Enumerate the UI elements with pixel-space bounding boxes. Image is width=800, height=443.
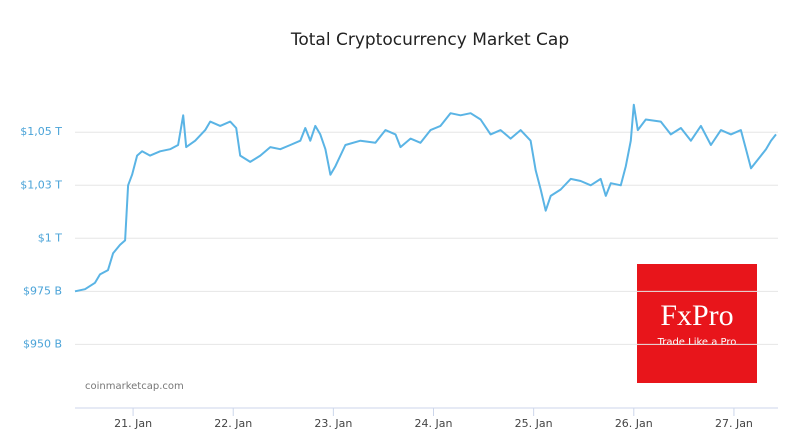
y-tick-label: $975 B (23, 284, 62, 297)
y-tick-label: $1,03 T (20, 178, 62, 191)
chart-title: Total Cryptocurrency Market Cap (290, 30, 569, 50)
y-tick-label: $950 B (23, 337, 62, 350)
logo-box (637, 264, 757, 383)
x-tick-label: 26. Jan (615, 417, 653, 430)
x-tick-label: 21. Jan (114, 417, 152, 430)
series-line (74, 103, 777, 293)
source-label: coinmarketcap.com (85, 381, 184, 392)
y-tick-label: $1 T (38, 231, 62, 244)
y-tick-label: $1,05 T (20, 125, 62, 138)
x-tick-label: 27. Jan (715, 417, 753, 430)
x-tick-label: 24. Jan (415, 417, 453, 430)
x-tick-label: 25. Jan (515, 417, 553, 430)
x-tick-label: 23. Jan (314, 417, 352, 430)
logo-tagline: Trade Like a Pro (657, 337, 737, 348)
x-tick-label: 22. Jan (214, 417, 252, 430)
logo-text: FxPro (660, 299, 733, 332)
